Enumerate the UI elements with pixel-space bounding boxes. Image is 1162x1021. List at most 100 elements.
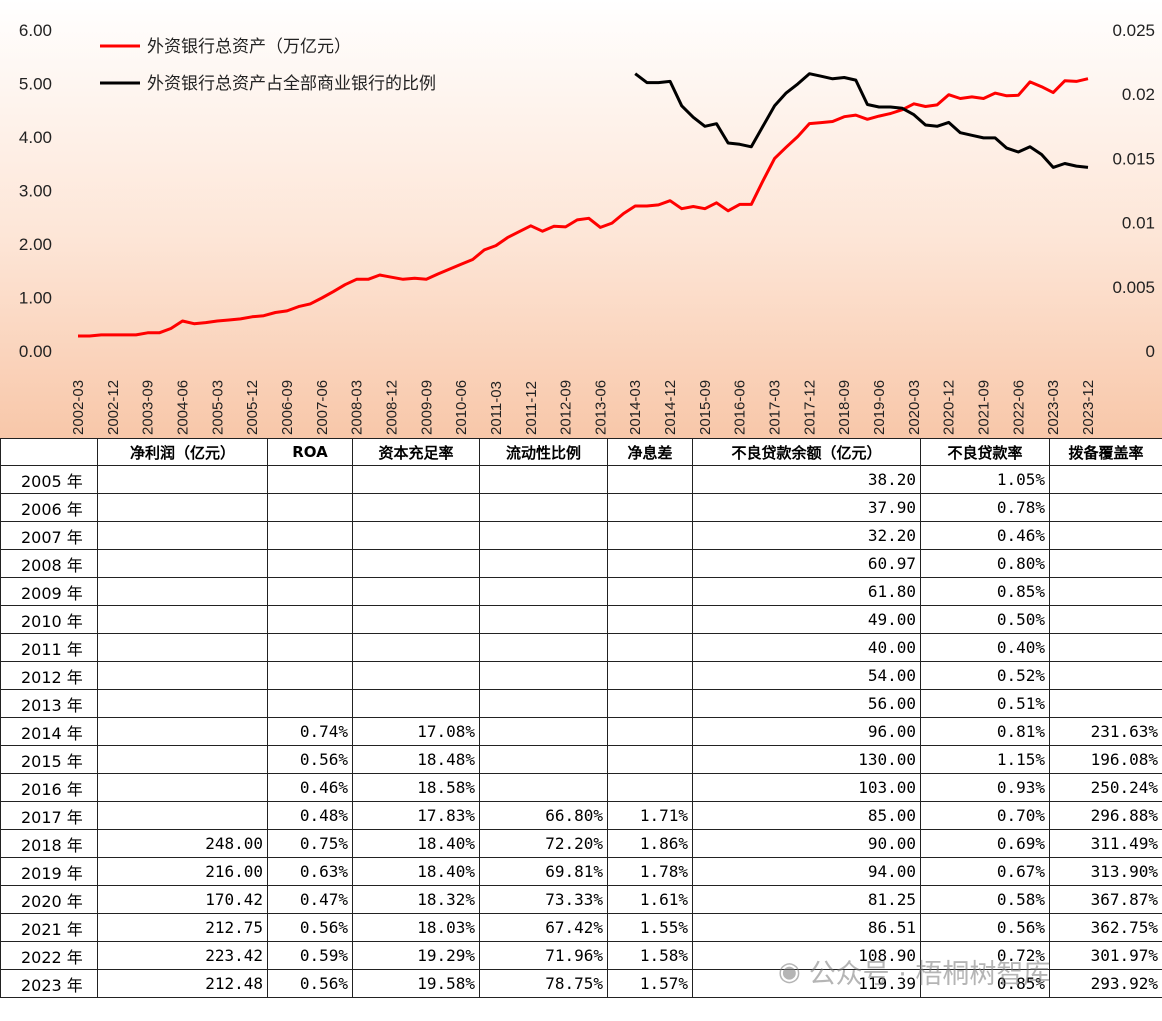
table-cell [352,605,480,634]
table-cell: 313.90% [1049,857,1162,886]
column-header: 不良贷款率 [920,438,1050,466]
table-cell: 1.86% [607,829,693,858]
table-cell [607,689,693,718]
table-cell [97,605,268,634]
table-cell: 223.42 [97,941,268,970]
table-cell: 0.51% [920,689,1050,718]
table-cell [479,633,608,662]
table-cell: 0.46% [267,773,353,802]
x-tick-label: 2014-12 [662,380,679,435]
table-cell: 66.80% [479,801,608,830]
table-cell [97,773,268,802]
table-cell: 81.25 [692,885,921,914]
x-tick-label: 2018-09 [836,380,853,435]
table-cell: 96.00 [692,717,921,746]
table-cell: 37.90 [692,493,921,522]
table-cell: 196.08% [1049,745,1162,774]
x-tick-label: 2014-03 [627,380,644,435]
table-cell [97,745,268,774]
row-year-cell: 2022 年 [0,941,98,970]
table-cell [607,773,693,802]
table-cell [1049,549,1162,578]
table-cell: 0.58% [920,885,1050,914]
x-tick-label: 2010-06 [453,380,470,435]
table-cell [97,717,268,746]
table-cell: 1.78% [607,857,693,886]
table-cell: 0.80% [920,549,1050,578]
metrics-table: 净利润（亿元） ROA 资本充足率 流动性比例 净息差 不良贷款余额（亿元） 不良贷款率 拨备… [0,438,1162,998]
table-cell: 1.61% [607,885,693,914]
table-row: 2013 年 56.00 0.51% [0,689,1162,718]
table-row: 2023 年 212.48 0.56% 19.58% 78.75% 1.57% 119.39… [0,969,1162,998]
table-cell [1049,689,1162,718]
x-tick-label: 2007-06 [314,380,331,435]
table-cell: 18.58% [352,773,480,802]
table-row: 2010 年 49.00 0.50% [0,605,1162,634]
x-tick-label: 2017-12 [801,380,818,435]
table-cell [97,661,268,690]
table-cell [479,605,608,634]
row-year-cell: 2020 年 [0,885,98,914]
table-cell: 0.59% [267,941,353,970]
table-cell: 32.20 [692,521,921,550]
table-cell: 1.55% [607,913,693,942]
row-year-cell: 2021 年 [0,913,98,942]
table-row: 2009 年 61.80 0.85% [0,577,1162,606]
table-cell [607,745,693,774]
table-cell: 130.00 [692,745,921,774]
table-cell: 40.00 [692,633,921,662]
table-cell: 0.56% [267,969,353,998]
y-right-tick-label: 0.015 [1112,149,1155,168]
y-right-tick-label: 0.02 [1122,85,1155,104]
table-cell: 18.40% [352,857,480,886]
table-row: 2021 年 212.75 0.56% 18.03% 67.42% 1.55% 86.51 0… [0,913,1162,942]
table-cell: 1.05% [920,465,1050,494]
table-cell: 0.63% [267,857,353,886]
x-tick-label: 2006-09 [279,380,296,435]
x-tick-label: 2016-06 [732,380,749,435]
table-body: 2005 年 38.20 1.05% 2006 年 37.90 0.78% 2007 年 32… [0,465,1162,998]
x-tick-label: 2008-12 [383,380,400,435]
table-row: 2020 年 170.42 0.47% 18.32% 73.33% 1.61% 81.25 0… [0,885,1162,914]
table-cell: 0.56% [267,913,353,942]
table-cell: 170.42 [97,885,268,914]
table-cell: 0.78% [920,493,1050,522]
column-header [0,438,98,466]
table-cell: 0.85% [920,969,1050,998]
table-cell: 17.83% [352,801,480,830]
table-cell: 72.20% [479,829,608,858]
table-cell [352,577,480,606]
row-year-cell: 2011 年 [0,633,98,662]
table-cell: 0.69% [920,829,1050,858]
table-cell: 301.97% [1049,941,1162,970]
x-tick-label: 2012-09 [558,380,575,435]
legend: 外资银行总资产（万亿元） 外资银行总资产占全部商业银行的比例 [100,37,436,94]
y-left-tick-label: 0.00 [19,342,52,361]
table-row: 2016 年 0.46% 18.58% 103.00 0.93% 250.24% [0,773,1162,802]
table-cell: 293.92% [1049,969,1162,998]
series-line-total-assets [78,77,1089,338]
table-row: 2015 年 0.56% 18.48% 130.00 1.15% 196.08% [0,745,1162,774]
table-cell [352,633,480,662]
table-cell [1049,633,1162,662]
table-cell [1049,605,1162,634]
x-tick-label: 2009-09 [418,380,435,435]
x-tick-label: 2011-03 [488,381,505,435]
table-cell: 0.50% [920,605,1050,634]
table-cell: 108.90 [692,941,921,970]
table-cell [479,773,608,802]
row-year-cell: 2012 年 [0,661,98,690]
row-year-cell: 2018 年 [0,829,98,858]
column-header: 净息差 [607,438,693,466]
x-tick-label: 2023-03 [1045,380,1062,435]
table-cell: 0.48% [267,801,353,830]
row-year-cell: 2009 年 [0,577,98,606]
y-left-tick-label: 4.00 [19,128,52,147]
table-cell [479,549,608,578]
table-cell [607,465,693,494]
table-cell [479,521,608,550]
row-year-cell: 2010 年 [0,605,98,634]
y-left-tick-label: 6.00 [19,21,52,40]
table-cell [267,577,353,606]
x-tick-label: 2019-06 [871,380,888,435]
